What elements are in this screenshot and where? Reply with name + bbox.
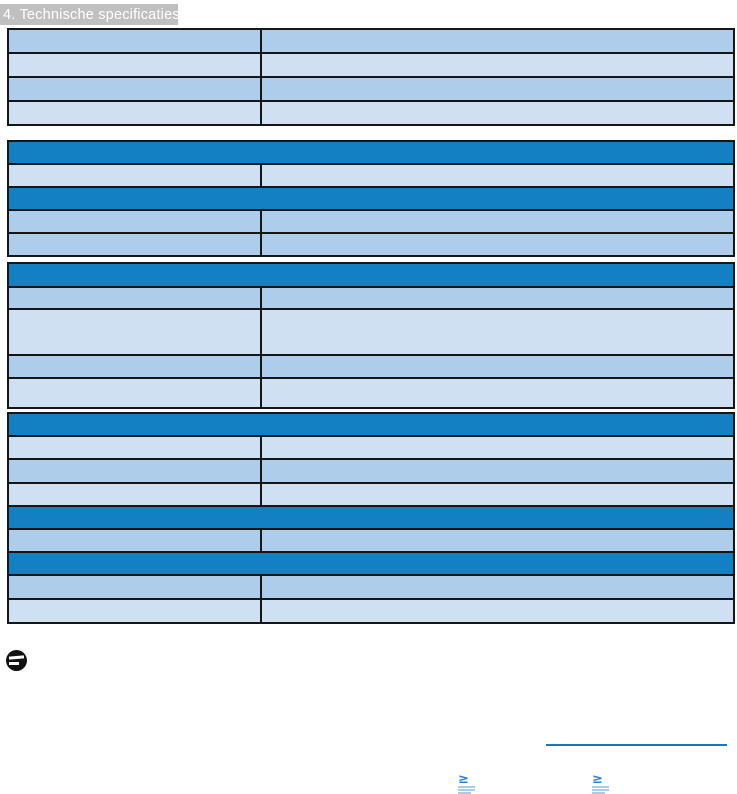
spec-value-cell <box>260 30 733 52</box>
hyperlink-gte-2[interactable]: ≥ <box>592 772 610 794</box>
spec-value-cell <box>260 102 733 124</box>
spec-name-cell <box>9 600 260 622</box>
spec-name-cell <box>9 484 260 505</box>
section-header-row <box>9 142 733 163</box>
table-row <box>9 286 733 308</box>
section-header-row <box>9 264 733 286</box>
spec-value-cell <box>260 356 733 377</box>
spec-table-1 <box>7 28 735 126</box>
spec-name-cell <box>9 310 260 354</box>
spec-value-cell <box>260 234 733 255</box>
spec-name-cell <box>9 30 260 52</box>
spec-table-2 <box>7 140 735 257</box>
table-row <box>9 76 733 100</box>
spec-value-cell <box>260 437 733 458</box>
table-row <box>9 482 733 505</box>
section-title-bar: 4. Technische specificaties <box>0 4 180 25</box>
spec-name-cell <box>9 437 260 458</box>
table-row <box>9 100 733 124</box>
spec-name-cell <box>9 165 260 186</box>
table-row <box>9 435 733 458</box>
hyperlink-underline[interactable] <box>546 744 727 746</box>
spec-value-cell <box>260 211 733 232</box>
table-row <box>9 528 733 551</box>
table-row <box>9 163 733 186</box>
table-row <box>9 458 733 482</box>
spec-table-4 <box>7 412 735 624</box>
table-row <box>9 52 733 76</box>
spec-value-cell <box>260 460 733 482</box>
gte-glyph: ≥ <box>592 772 603 787</box>
spec-value-cell <box>260 576 733 598</box>
spec-name-cell <box>9 379 260 407</box>
spec-value-cell <box>260 78 733 100</box>
table-row <box>9 30 733 52</box>
link-underline-bar <box>592 786 609 788</box>
spec-name-cell <box>9 576 260 598</box>
section-header-row <box>9 186 733 209</box>
spec-value-cell <box>260 379 733 407</box>
spec-name-cell <box>9 288 260 308</box>
table-row <box>9 377 733 407</box>
page-title: 4. Technische specificaties <box>3 6 180 23</box>
table-row <box>9 308 733 354</box>
link-underline-bar <box>458 786 475 788</box>
table-row <box>9 598 733 622</box>
spec-name-cell <box>9 356 260 377</box>
note-icon-bar <box>9 662 19 665</box>
table-row <box>9 232 733 255</box>
section-header-row <box>9 505 733 528</box>
spec-table-3 <box>7 262 735 409</box>
section-header-row <box>9 551 733 574</box>
spec-name-cell <box>9 78 260 100</box>
table-row <box>9 209 733 232</box>
spec-value-cell <box>260 310 733 354</box>
spec-value-cell <box>260 165 733 186</box>
spec-value-cell <box>260 484 733 505</box>
spec-value-cell <box>260 530 733 551</box>
section-header-row <box>9 414 733 435</box>
spec-value-cell <box>260 288 733 308</box>
spec-name-cell <box>9 102 260 124</box>
table-row <box>9 354 733 377</box>
link-underline-bar <box>592 789 609 791</box>
spec-value-cell <box>260 600 733 622</box>
note-icon <box>6 650 27 671</box>
table-row <box>9 574 733 598</box>
spec-name-cell <box>9 54 260 76</box>
spec-name-cell <box>9 530 260 551</box>
spec-value-cell <box>260 54 733 76</box>
spec-name-cell <box>9 234 260 255</box>
spec-name-cell <box>9 211 260 232</box>
note-icon-bar <box>8 655 25 660</box>
hyperlink-gte-1[interactable]: ≥ <box>458 772 476 794</box>
spec-name-cell <box>9 460 260 482</box>
gte-glyph: ≥ <box>458 772 469 787</box>
link-underline-bar <box>458 789 475 791</box>
